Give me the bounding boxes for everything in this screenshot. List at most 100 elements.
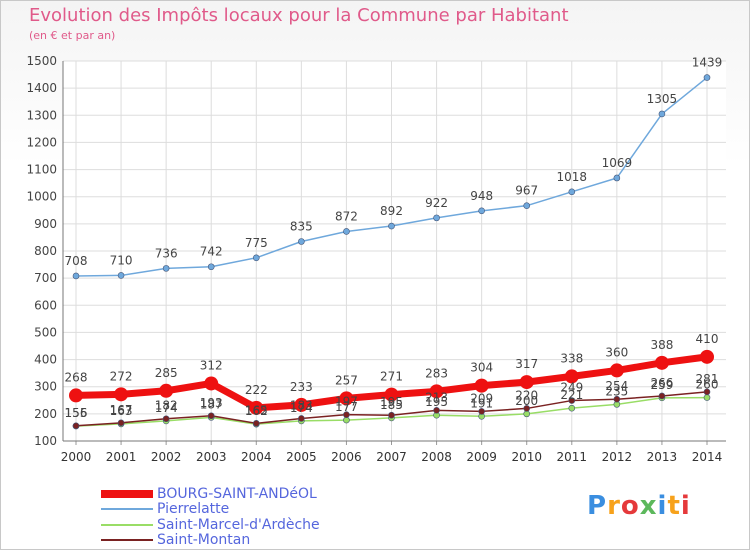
- series-lines: [69, 74, 714, 430]
- y-tick-label: 800: [34, 244, 57, 258]
- data-point: [343, 416, 350, 424]
- data-label: 163: [110, 404, 133, 418]
- legend-label: Saint-Montan: [157, 532, 251, 548]
- y-tick-label: 600: [34, 298, 57, 312]
- y-tick-label: 1100: [26, 163, 57, 177]
- data-point: [388, 411, 395, 419]
- data-label: 410: [696, 332, 719, 346]
- data-label: 183: [290, 398, 313, 412]
- axes: 100 200 300 400 500 600 700 800 900 1000 1100 1200 1…: [26, 54, 726, 464]
- data-label: 268: [65, 370, 88, 384]
- data-point: [703, 394, 711, 401]
- y-tick-label: 200: [34, 407, 57, 421]
- data-point: [433, 407, 440, 414]
- y-tick-label: 100: [34, 434, 57, 448]
- x-tick-label: 2004: [241, 450, 272, 464]
- data-label: 272: [110, 369, 133, 383]
- legend-item: Saint-Marcel-d'Ardèche: [101, 517, 320, 533]
- data-label: 155: [65, 406, 88, 420]
- x-tick-label: 2009: [466, 450, 497, 464]
- x-tick-label: 2006: [331, 450, 362, 464]
- x-tick-label: 2000: [61, 450, 92, 464]
- proxiti-logo: Proxiti: [587, 491, 691, 521]
- data-label: 220: [515, 388, 538, 402]
- data-point: [654, 355, 669, 370]
- data-label: 736: [155, 246, 178, 260]
- data-label: 187: [200, 397, 223, 411]
- x-tick-label: 2008: [421, 450, 452, 464]
- legend-item: Saint-Montan: [101, 532, 251, 548]
- data-point: [294, 397, 309, 412]
- x-tick-label: 2012: [602, 450, 633, 464]
- data-label: 162: [245, 404, 268, 418]
- data-point: [568, 397, 576, 404]
- y-tick-label: 1500: [26, 54, 57, 68]
- x-tick-label: 2002: [151, 450, 182, 464]
- data-label: 835: [290, 220, 313, 234]
- logo-letter: x: [639, 491, 658, 521]
- x-tick-label: 2005: [286, 450, 317, 464]
- y-tick-label: 500: [34, 325, 57, 339]
- data-point: [478, 408, 485, 415]
- data-point: [298, 415, 305, 422]
- data-point: [162, 415, 170, 423]
- legend-swatch: [101, 524, 153, 526]
- data-point: [429, 384, 444, 399]
- data-label: 174: [290, 401, 313, 415]
- data-label: 892: [380, 204, 403, 218]
- data-label: 967: [515, 184, 538, 198]
- data-point: [249, 400, 264, 415]
- data-point: [162, 265, 170, 272]
- data-point: [117, 272, 125, 279]
- data-point: [568, 404, 576, 412]
- data-label: 312: [200, 358, 223, 372]
- data-label: 167: [110, 403, 133, 417]
- y-tick-label: 700: [34, 271, 57, 285]
- data-label: 213: [425, 390, 448, 404]
- data-label: 271: [380, 370, 403, 384]
- x-tick-label: 2003: [196, 450, 227, 464]
- data-label: 1069: [602, 156, 633, 170]
- data-label: 1018: [557, 170, 588, 184]
- y-tick-label: 1000: [26, 190, 57, 204]
- data-label: 710: [110, 253, 133, 267]
- data-label: 317: [515, 357, 538, 371]
- y-tick-label: 300: [34, 380, 57, 394]
- data-label: 1305: [647, 92, 678, 106]
- y-tick-label: 1400: [26, 81, 57, 95]
- data-point: [433, 214, 440, 222]
- data-label: 922: [425, 196, 448, 210]
- data-point: [700, 349, 714, 364]
- x-tick-label: 2013: [647, 450, 678, 464]
- data-label: 1439: [692, 56, 723, 70]
- data-label: 285: [155, 366, 178, 380]
- data-label: 195: [425, 395, 448, 409]
- data-label: 197: [335, 395, 358, 409]
- data-point: [523, 410, 531, 418]
- data-point: [204, 376, 219, 391]
- data-point: [72, 422, 80, 430]
- x-tick-label: 2011: [557, 450, 588, 464]
- legend-swatch: [101, 490, 153, 498]
- chart-subtitle: (en € et par an): [29, 29, 116, 42]
- data-point: [114, 387, 129, 402]
- x-tick-label: 2007: [376, 450, 407, 464]
- legend-item: BOURG-SAINT-ANDéOL: [101, 486, 317, 502]
- data-label: 185: [380, 398, 403, 412]
- data-point: [658, 110, 666, 118]
- data-label: 222: [245, 383, 268, 397]
- legend-swatch: [101, 508, 153, 510]
- data-label: 174: [155, 401, 178, 415]
- data-point: [388, 222, 395, 230]
- data-label: 182: [155, 399, 178, 413]
- data-label: 872: [335, 209, 358, 223]
- data-label: 221: [560, 388, 583, 402]
- data-label: 165: [245, 403, 268, 417]
- data-point: [159, 383, 174, 398]
- data-label: 388: [650, 338, 673, 352]
- data-point: [298, 238, 305, 245]
- data-point: [72, 272, 80, 280]
- y-tick-label: 400: [34, 353, 57, 367]
